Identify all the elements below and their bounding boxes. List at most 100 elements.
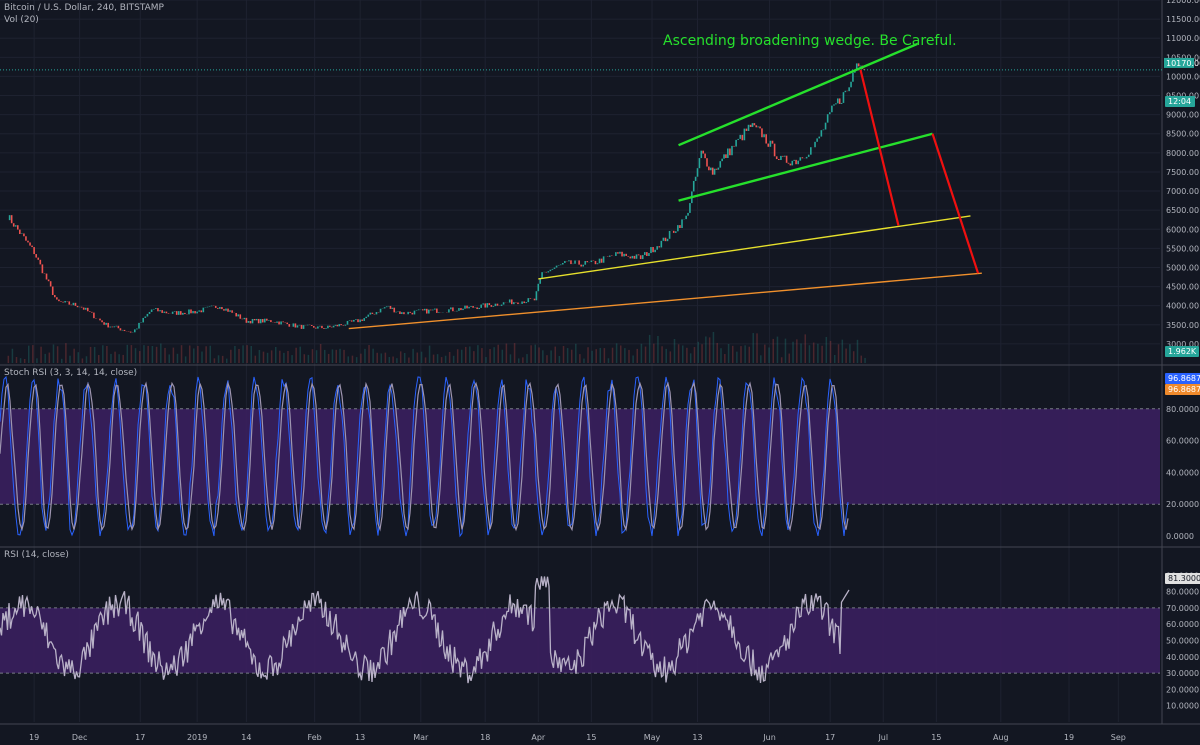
volume-bar <box>118 354 120 363</box>
volume-bar <box>731 345 734 363</box>
volume-bar <box>327 353 330 363</box>
yellow-support-line <box>538 215 971 280</box>
volume-bar <box>493 347 495 363</box>
volume-bar <box>93 346 96 363</box>
volume-bar <box>603 348 606 363</box>
volume-bar <box>172 347 175 363</box>
volume-bar <box>396 358 398 363</box>
volume-bar <box>841 339 844 363</box>
volume-bar <box>424 357 427 363</box>
price-tick-label: 12000.00 <box>1166 0 1200 5</box>
volume-bar <box>752 333 754 363</box>
volume-bar <box>744 345 746 363</box>
x-tick-label: Feb <box>308 733 322 742</box>
volume-bar <box>542 350 544 363</box>
volume-bar <box>595 349 597 363</box>
x-tick-label: Mar <box>413 733 429 742</box>
stoch-tick-label: 80.0000 <box>1166 405 1199 414</box>
volume-bar <box>147 345 149 363</box>
rsi-label: RSI (14, close) <box>4 550 69 560</box>
volume-bar <box>583 358 585 363</box>
volume-tag: 1.962K <box>1165 346 1200 357</box>
volume-bar <box>32 345 34 363</box>
volume-bar <box>607 358 610 363</box>
volume-bar <box>60 358 63 363</box>
rsi-tick-label: 70.0000 <box>1166 604 1199 613</box>
volume-bar <box>716 342 718 363</box>
volume-bar <box>538 347 540 363</box>
price-tick-label: 5000.00 <box>1166 263 1199 272</box>
x-tick-label: 17 <box>135 733 145 742</box>
volume-bar <box>238 348 240 363</box>
volume-bar <box>138 351 141 363</box>
price-tick-label: 5500.00 <box>1166 244 1199 253</box>
price-tick-label: 7500.00 <box>1166 168 1199 177</box>
volume-bar <box>258 350 261 363</box>
volume-bar <box>768 347 770 363</box>
wedge-upper-line <box>678 42 918 147</box>
x-tick-label: 2019 <box>187 733 207 742</box>
volume-bar <box>230 349 232 363</box>
volume-bar <box>856 339 859 363</box>
volume-bar <box>180 345 183 363</box>
volume-bar <box>776 336 779 363</box>
volume-bar <box>15 356 18 363</box>
rsi-tick-label: 80.0000 <box>1166 588 1199 597</box>
symbol-title: Bitcoin / U.S. Dollar, 240, BITSTAMP <box>4 3 164 13</box>
volume-bar <box>299 346 301 363</box>
price-tag-time: 12:04 <box>1168 97 1192 106</box>
stoch-rsi-label: Stoch RSI (3, 3, 14, 14, close) <box>4 368 138 378</box>
stoch-tick-label: 20.0000 <box>1166 500 1199 509</box>
x-tick-label: Aug <box>993 733 1009 742</box>
price-tick-label: 6000.00 <box>1166 225 1199 234</box>
rsi-tick-label: 10.0000 <box>1166 702 1199 711</box>
volume-bar <box>829 340 832 363</box>
volume-bar <box>599 347 602 363</box>
volume-bar <box>849 344 851 363</box>
volume-bar <box>669 351 672 363</box>
volume-bar <box>266 352 269 363</box>
volume-bar <box>800 343 802 363</box>
volume-bar <box>221 355 224 363</box>
volume-bar <box>176 353 179 363</box>
stoch-tick-label: 60.0000 <box>1166 437 1199 446</box>
orange-support-line <box>348 272 982 330</box>
volume-bar <box>689 353 692 363</box>
volume-bar <box>303 354 306 363</box>
x-tick-label: 18 <box>480 733 490 742</box>
volume-bar <box>151 345 154 363</box>
volume-bar <box>792 341 794 363</box>
volume-bar <box>697 341 700 363</box>
volume-bar <box>262 351 265 363</box>
rsi-tick-label: 30.0000 <box>1166 669 1199 678</box>
volume-bar <box>501 349 504 363</box>
volume-bar <box>339 348 341 363</box>
volume-bar <box>77 352 80 363</box>
volume-bar <box>311 349 314 363</box>
price-tick-label: 4000.00 <box>1166 302 1199 311</box>
volume-bar <box>164 347 166 363</box>
volume-bar <box>784 338 787 363</box>
volume-bar <box>788 353 790 363</box>
volume-bar <box>335 349 337 363</box>
volume-bar <box>513 343 516 363</box>
volume-bar <box>110 353 112 363</box>
volume-bar <box>558 356 561 363</box>
volume-bar <box>562 346 565 363</box>
volume-bar <box>11 348 14 363</box>
volume-bar <box>44 353 46 363</box>
volume-bar <box>130 345 133 363</box>
last-price-value: 10170.00 <box>1166 59 1200 68</box>
volume-label: Vol (20) <box>4 15 39 25</box>
volume-bar <box>522 357 524 363</box>
volume-bar <box>530 345 532 363</box>
volume-bar <box>331 349 334 363</box>
x-tick-label: 19 <box>29 733 39 742</box>
volume-bar <box>168 354 170 363</box>
volume-bar <box>465 346 467 363</box>
price-tick-label: 6500.00 <box>1166 206 1199 215</box>
volume-bar <box>343 349 345 363</box>
volume-bar <box>591 350 593 363</box>
volume-bar <box>193 348 195 363</box>
